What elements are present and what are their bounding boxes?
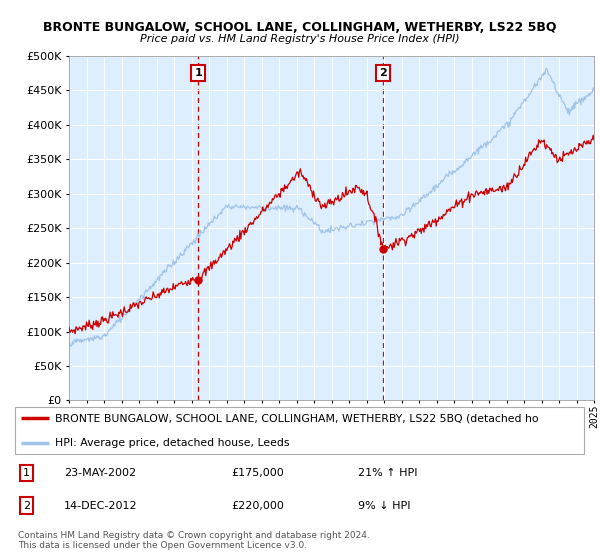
Text: 23-MAY-2002: 23-MAY-2002 [64,468,136,478]
Text: This data is licensed under the Open Government Licence v3.0.: This data is licensed under the Open Gov… [18,541,307,550]
Text: 2: 2 [23,501,30,511]
Text: Price paid vs. HM Land Registry's House Price Index (HPI): Price paid vs. HM Land Registry's House … [140,34,460,44]
Text: 14-DEC-2012: 14-DEC-2012 [64,501,137,511]
FancyBboxPatch shape [15,407,584,454]
Text: 21% ↑ HPI: 21% ↑ HPI [358,468,417,478]
Text: HPI: Average price, detached house, Leeds: HPI: Average price, detached house, Leed… [55,438,290,448]
Text: £175,000: £175,000 [231,468,284,478]
Text: BRONTE BUNGALOW, SCHOOL LANE, COLLINGHAM, WETHERBY, LS22 5BQ (detached ho: BRONTE BUNGALOW, SCHOOL LANE, COLLINGHAM… [55,413,539,423]
Text: BRONTE BUNGALOW, SCHOOL LANE, COLLINGHAM, WETHERBY, LS22 5BQ: BRONTE BUNGALOW, SCHOOL LANE, COLLINGHAM… [43,21,557,34]
Text: 9% ↓ HPI: 9% ↓ HPI [358,501,410,511]
Text: 2: 2 [379,68,387,78]
Text: 1: 1 [194,68,202,78]
Text: £220,000: £220,000 [231,501,284,511]
Text: Contains HM Land Registry data © Crown copyright and database right 2024.: Contains HM Land Registry data © Crown c… [18,531,370,540]
Text: 1: 1 [23,468,30,478]
